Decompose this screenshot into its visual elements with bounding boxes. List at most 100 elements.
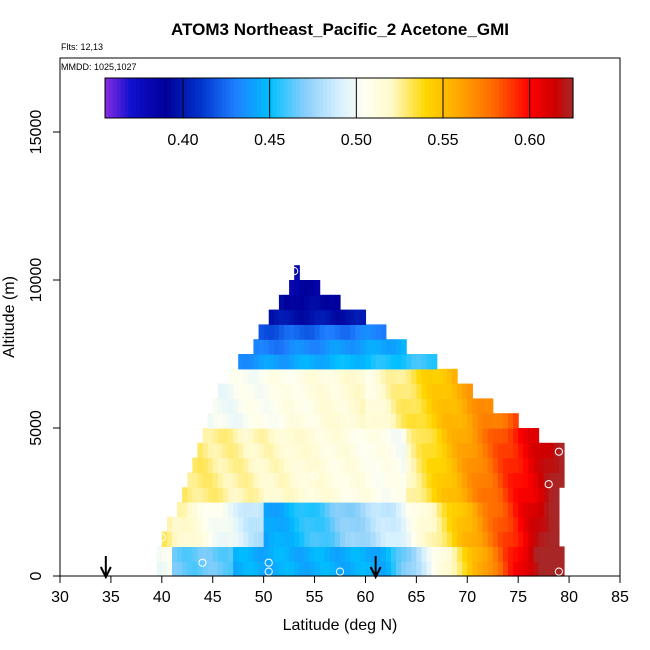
heatmap-cell (528, 457, 535, 473)
colorbar-segment (518, 78, 523, 118)
heatmap-cell (497, 442, 504, 459)
heatmap-cell (421, 487, 428, 503)
heatmap-cell (452, 398, 458, 414)
heatmap-cell (401, 398, 407, 414)
heatmap-cell (390, 561, 397, 577)
heatmap-cell (355, 309, 361, 325)
heatmap-cell (294, 413, 300, 429)
heatmap-cell (360, 354, 367, 370)
heatmap-cell (248, 398, 255, 414)
heatmap-cell (192, 472, 199, 488)
heatmap-cell (314, 280, 321, 296)
heatmap-cell (446, 487, 453, 503)
heatmap-cell (340, 368, 346, 385)
heatmap-cell (253, 502, 260, 518)
heatmap-cell (365, 398, 372, 414)
heatmap-cell (380, 531, 387, 547)
heatmap-cell (508, 502, 514, 518)
heatmap-cell (380, 398, 387, 414)
heatmap-cell (207, 561, 214, 577)
heatmap-cell (207, 516, 214, 533)
heatmap-cell (436, 442, 443, 459)
heatmap-cell (309, 516, 316, 533)
heatmap-cell (355, 324, 361, 340)
heatmap-cell (340, 442, 346, 459)
heatmap-cell (385, 516, 392, 533)
heatmap-cell (385, 398, 392, 414)
heatmap-cell (207, 531, 214, 547)
heatmap-cell (548, 516, 555, 533)
heatmap-cell (426, 442, 433, 459)
heatmap-cell (248, 457, 255, 473)
heatmap-cell (289, 368, 295, 385)
x-axis-label: Latitude (deg N) (283, 617, 398, 634)
heatmap-cell (436, 472, 443, 488)
heatmap-cell (390, 516, 397, 533)
heatmap-cell (431, 457, 438, 473)
heatmap-cell (268, 398, 275, 414)
heatmap-cell (299, 280, 305, 296)
colorbar-segment (233, 78, 239, 118)
heatmap-cell (273, 561, 280, 577)
heatmap-cell (294, 457, 300, 473)
heatmap-cell (426, 472, 433, 488)
heatmap-cell (390, 546, 397, 562)
heatmap-cell (375, 398, 382, 414)
heatmap-cell (492, 487, 499, 503)
heatmap-cell (411, 398, 417, 414)
heatmap-cell (212, 516, 219, 533)
heatmap-cell (385, 561, 392, 577)
heatmap-cell (273, 428, 280, 444)
heatmap-cell (477, 442, 484, 459)
heatmap-cell (411, 487, 417, 503)
colorbar-segment (479, 78, 484, 118)
heatmap-cell (192, 502, 199, 518)
heatmap-cell (273, 531, 280, 547)
heatmap-cell (345, 472, 351, 488)
heatmap-cell (263, 487, 270, 503)
heatmap-cell (334, 368, 341, 385)
heatmap-cell (431, 398, 438, 414)
heatmap-cell (401, 457, 407, 473)
heatmap-cell (284, 398, 290, 414)
heatmap-cell (258, 457, 265, 473)
heatmap-cell (207, 472, 214, 488)
heatmap-cell (436, 398, 443, 414)
heatmap-cell (477, 413, 484, 429)
heatmap-cell (360, 516, 367, 533)
heatmap-cell (289, 354, 295, 370)
heatmap-cell (355, 472, 361, 488)
heatmap-cell (238, 368, 244, 385)
heatmap-cell (355, 457, 361, 473)
heatmap-cell (441, 368, 448, 385)
heatmap-cell (243, 413, 249, 429)
heatmap-cell (324, 368, 331, 385)
heatmap-cell (426, 413, 433, 429)
heatmap-cell (222, 516, 229, 533)
heatmap-cell (502, 472, 509, 488)
heatmap-cell (324, 339, 331, 355)
colorbar-segment (261, 78, 266, 118)
heatmap-cell (416, 413, 423, 429)
heatmap-cell (284, 502, 290, 518)
colorbar-segment (331, 78, 336, 118)
heatmap-cell (385, 428, 392, 444)
heatmap-cell (324, 354, 331, 370)
colorbar-segment (448, 78, 453, 118)
heatmap-cell (289, 487, 295, 503)
heatmap-cell (533, 487, 540, 503)
colorbar-segment (378, 78, 383, 118)
heatmap-cell (243, 487, 249, 503)
heatmap-cell (431, 354, 438, 370)
flight-point (335, 567, 345, 576)
heatmap-cell (172, 561, 178, 577)
heatmap-cell (538, 546, 545, 562)
heatmap-cell (329, 561, 336, 577)
heatmap-cell (355, 502, 361, 518)
heatmap-cell (207, 442, 214, 459)
heatmap-cell (370, 442, 377, 459)
heatmap-cell (380, 516, 387, 533)
colorbar-segment (444, 78, 449, 118)
heatmap-cell (212, 457, 219, 473)
heatmap-cell (396, 531, 402, 547)
